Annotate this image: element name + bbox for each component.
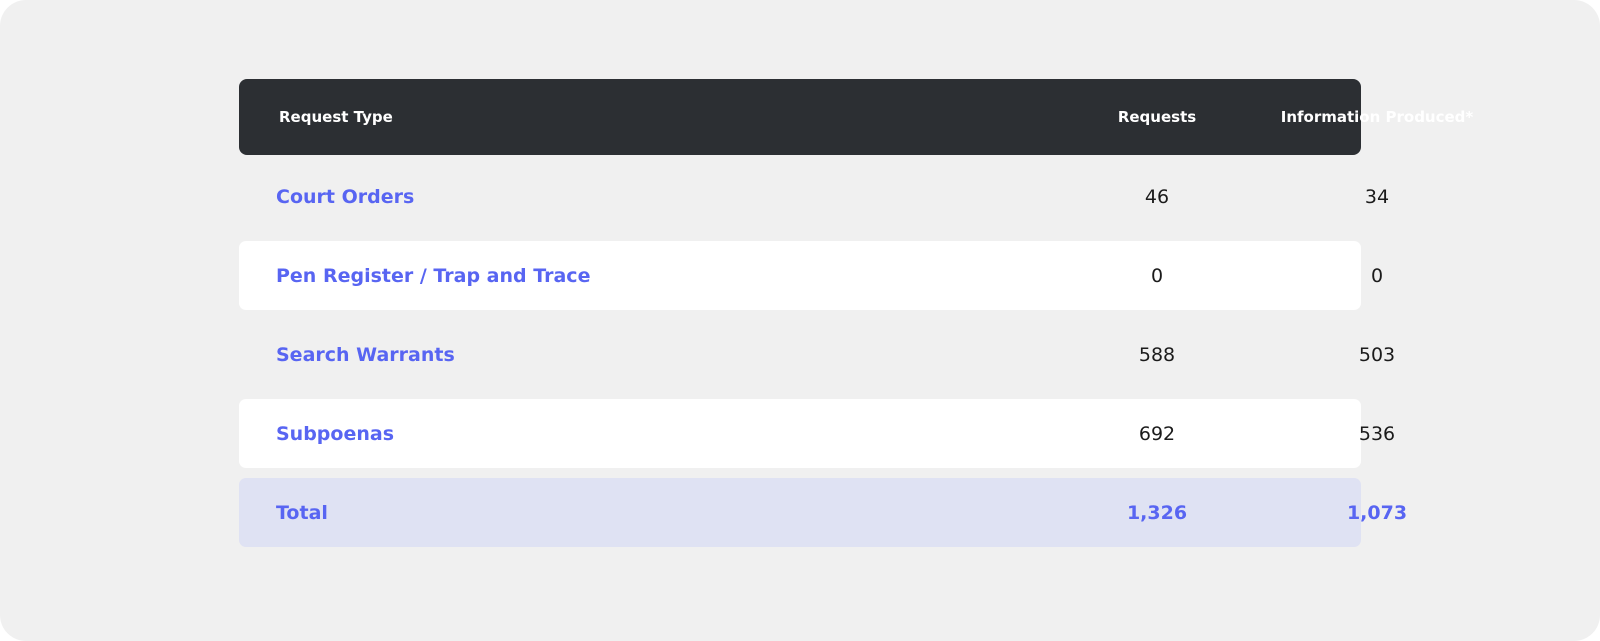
total-label: Total (276, 501, 328, 524)
row-requests-value: 692 (1138, 422, 1176, 445)
header-information-produced: Information Produced* (1280, 108, 1474, 126)
row-label-subpoenas: Subpoenas (276, 422, 395, 445)
row-info-value: 0 (1370, 264, 1384, 287)
row-requests-value: 0 (1150, 264, 1164, 287)
header-requests: Requests (1117, 108, 1197, 126)
table-row: Pen Register / Trap and Trace 0 0 (239, 241, 1383, 310)
row-requests-value: 588 (1138, 343, 1176, 366)
total-requests-value: 1,326 (1126, 501, 1188, 524)
table-row: Court Orders 46 34 (239, 162, 1389, 231)
row-label-court-orders: Court Orders (276, 185, 415, 208)
table-row: Search Warrants 588 503 (239, 320, 1395, 389)
requests-table: Request Type Requests Information Produc… (239, 79, 1473, 557)
header-request-type: Request Type (279, 108, 393, 126)
row-info-value: 503 (1358, 343, 1396, 366)
row-info-value: 536 (1358, 422, 1396, 445)
row-label-pen-register: Pen Register / Trap and Trace (276, 264, 591, 287)
row-info-value: 34 (1364, 185, 1390, 208)
table-row: Subpoenas 692 536 (239, 399, 1395, 468)
row-requests-value: 46 (1144, 185, 1170, 208)
total-row: Total 1,326 1,073 (239, 478, 1407, 547)
table-header: Request Type Requests Information Produc… (239, 79, 1473, 155)
total-info-value: 1,073 (1346, 501, 1408, 524)
row-label-search-warrants: Search Warrants (276, 343, 455, 366)
